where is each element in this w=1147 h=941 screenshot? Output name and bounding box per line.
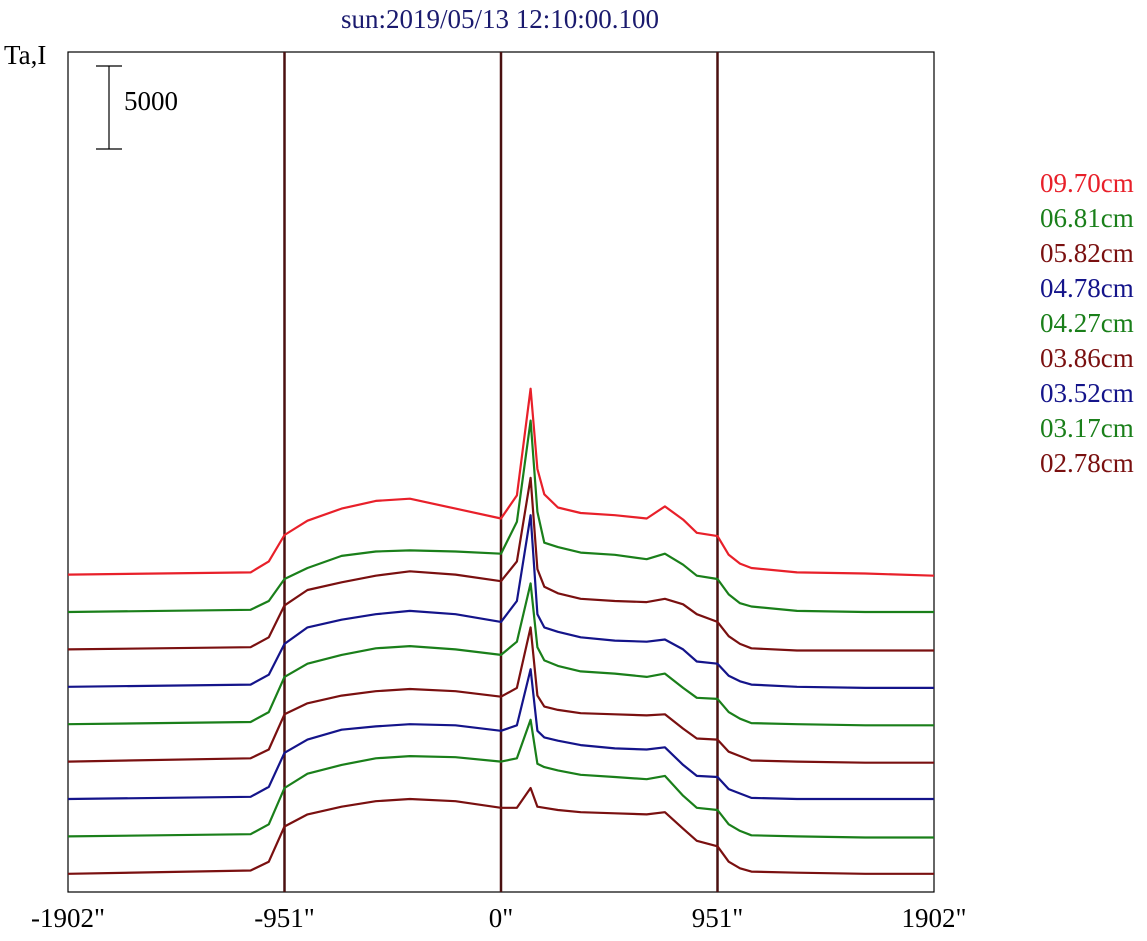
x-tick-label: 1902" bbox=[901, 903, 967, 933]
legend-item: 04.78cm bbox=[1040, 273, 1134, 303]
series-lines bbox=[67, 387, 935, 875]
legend-item: 09.70cm bbox=[1040, 168, 1134, 198]
series-line-02.78cm bbox=[67, 786, 934, 875]
series-line-04.78cm bbox=[67, 514, 934, 690]
legend: 09.70cm 06.81cm 05.82cm 04.78cm 04.27cm 03.86… bbox=[1040, 166, 1134, 481]
legend-item: 05.82cm bbox=[1040, 238, 1134, 268]
reference-lines bbox=[283, 52, 719, 892]
legend-item: 04.27cm bbox=[1040, 308, 1134, 338]
chart-title: sun:2019/05/13 12:10:00.100 bbox=[340, 4, 659, 34]
legend-item: 03.52cm bbox=[1040, 378, 1134, 408]
series-line-03.17cm bbox=[67, 718, 934, 839]
x-tick-label: 951" bbox=[691, 903, 744, 933]
series-line-04.27cm bbox=[67, 582, 934, 727]
x-tick-label: -951" bbox=[254, 903, 315, 933]
series-line-06.81cm bbox=[67, 419, 934, 614]
y-axis-label: Ta,I bbox=[4, 40, 47, 70]
series-line-03.52cm bbox=[67, 668, 934, 801]
series-line-03.86cm bbox=[67, 626, 934, 764]
series-line-09.70cm bbox=[67, 387, 935, 577]
scale-bar bbox=[96, 65, 122, 150]
legend-item: 03.17cm bbox=[1040, 413, 1134, 443]
scale-bar-label: 5000 bbox=[124, 86, 178, 116]
x-tick-label: 0" bbox=[488, 903, 514, 933]
legend-item: 02.78cm bbox=[1040, 448, 1134, 478]
x-tick-label: -1902" bbox=[30, 903, 106, 933]
series-line-05.82cm bbox=[67, 476, 934, 652]
legend-item: 03.86cm bbox=[1040, 343, 1134, 373]
legend-item: 06.81cm bbox=[1040, 203, 1134, 233]
